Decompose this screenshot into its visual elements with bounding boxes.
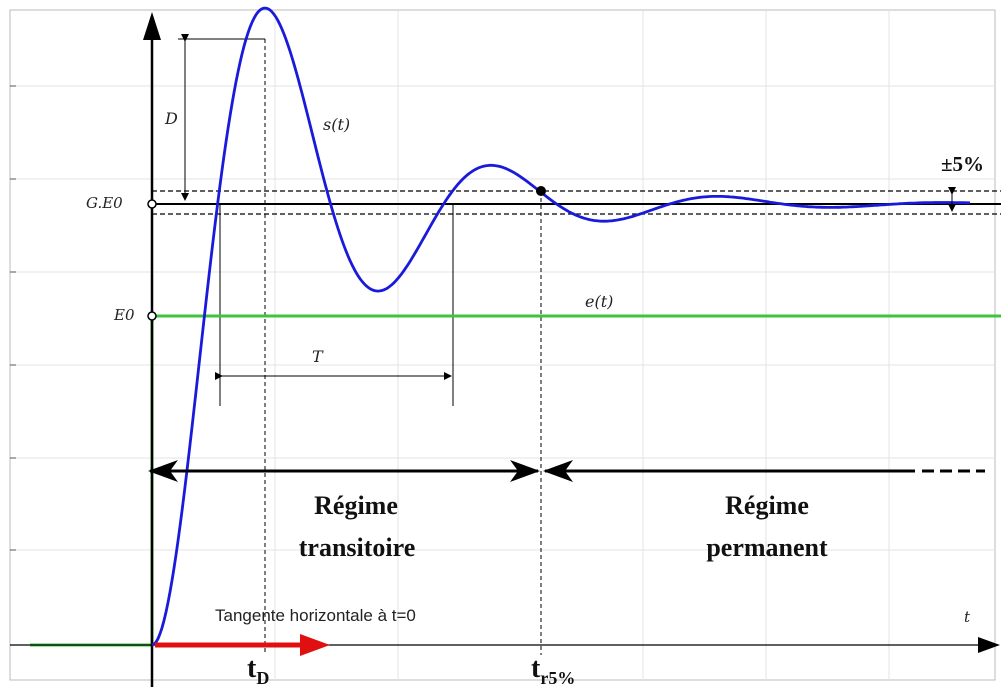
ge0-marker <box>147 199 157 209</box>
label-regime-permanent-1: Régime <box>725 491 809 520</box>
label-t-period: T <box>312 347 324 366</box>
label-ge0: G.E0 <box>86 194 123 212</box>
y-axis-arrow <box>143 12 161 40</box>
grid <box>10 10 995 680</box>
label-t-axis: t <box>964 608 971 626</box>
label-regime-permanent-2: permanent <box>706 533 828 562</box>
response-curve-s <box>151 6 971 647</box>
label-s-t: s(t) <box>323 115 350 134</box>
label-pm5: ±5% <box>941 152 984 176</box>
label-d: D <box>164 109 178 128</box>
permanent-arrow-left <box>543 460 573 482</box>
label-e0: E0 <box>113 306 135 324</box>
transitoire-arrow-left <box>148 460 178 482</box>
x-axis-arrow <box>978 637 1000 653</box>
transitoire-arrow-right <box>510 460 540 482</box>
label-regime-transitoire-2: transitoire <box>299 533 416 562</box>
settling-point <box>536 186 546 196</box>
label-e-t: e(t) <box>585 292 613 311</box>
label-tr5: tr5% <box>531 653 575 687</box>
label-regime-transitoire-1: Régime <box>314 491 398 520</box>
e0-marker <box>147 311 157 321</box>
plot-frame <box>9 9 996 681</box>
y-ticks <box>10 85 16 551</box>
tangent-arrow-head <box>300 634 330 656</box>
label-tangente: Tangente horizontale à t=0 <box>215 606 416 625</box>
label-td: tD <box>247 653 269 687</box>
